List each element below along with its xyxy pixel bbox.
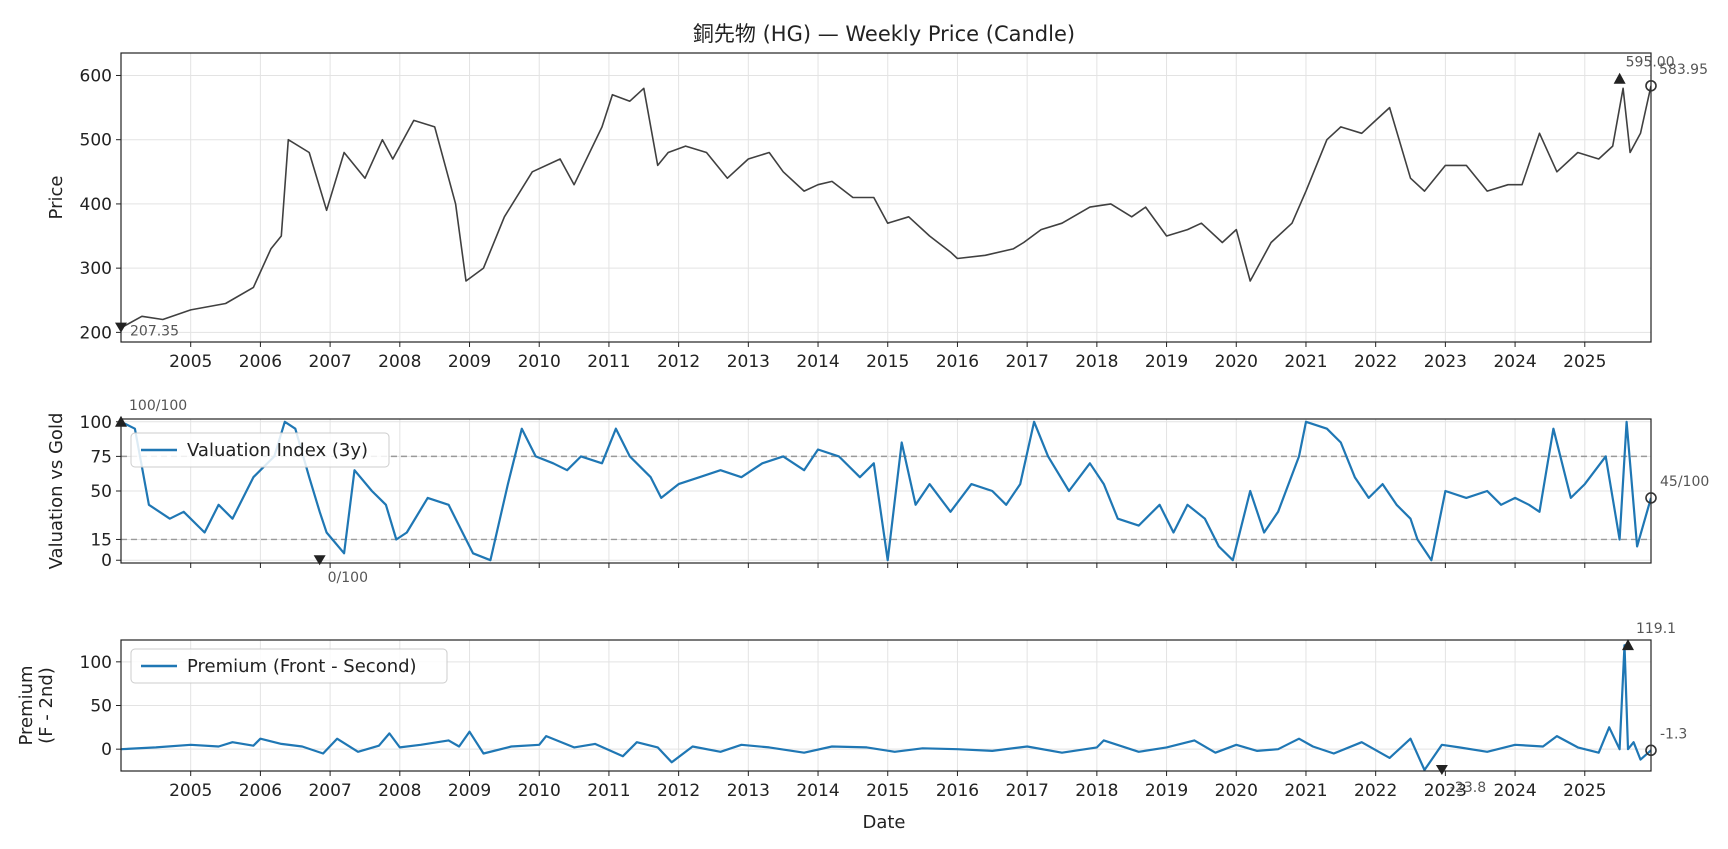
y-tick-label: 0 [101,740,112,760]
legend: Premium (Front - Second) [130,648,448,684]
plot-frame [120,52,1652,343]
x-tick-label: 2022 [1354,781,1397,801]
valuation-panel: 015 50 75 100 Valuation vs Gold 100/100 0/100 4… [46,398,1709,586]
max-marker [1621,639,1634,651]
x-tick-label: 2012 [657,352,700,372]
x-tick-label: 2007 [308,781,351,801]
y-tick-label: 100 [80,653,112,673]
series-line-1-0 [121,420,1651,562]
x-tick-label: 2008 [378,781,421,801]
x-tick-label: 2025 [1563,781,1606,801]
x-tick-label: 2017 [1006,781,1049,801]
y-tick-label: 200 [80,323,112,343]
x-tick-label: 2016 [936,352,979,372]
annotation-label: -1.3 [1660,726,1687,742]
legend-box [130,432,390,468]
x-tick-label: 2015 [866,352,909,372]
grid-lines [121,53,1651,342]
min-marker [313,555,326,566]
x-tick-label: 2011 [587,352,630,372]
x-tick-label: 2019 [1145,781,1188,801]
y-axis-label: Valuation vs Gold [46,413,67,570]
price-panel: 200 300 400 500 600 2005 2006 2007 2008 2009 2010 2… [46,52,1708,372]
last-value-marker [1645,79,1657,92]
y-tick-label: 15 [90,530,112,550]
y-tick-label: 50 [90,697,112,717]
x-tick-label: 2006 [239,781,282,801]
x-tick-label: 2010 [518,781,561,801]
annotation-label: 100/100 [129,398,187,414]
y-tick-label: 50 [90,482,112,502]
x-tick-label: 2018 [1075,781,1118,801]
y-axis-label: Premium(F - 2nd) [16,665,57,745]
annotation-label: 583.95 [1659,62,1708,78]
legend: Valuation Index (3y) [130,432,390,468]
x-tick-label: 2020 [1215,781,1258,801]
min-marker [115,322,127,333]
annotation-label: -23.8 [1450,780,1486,796]
x-tick-label: 2018 [1075,352,1118,372]
x-tick-label: 2015 [866,781,909,801]
x-tick-label: 2014 [796,781,839,801]
y-axis-label: Price [46,176,67,220]
y-tick-label: 500 [80,131,112,151]
last-value-marker [1645,744,1657,757]
x-tick-label: 2013 [727,352,770,372]
x-tick-label: 2008 [378,352,421,372]
y-tick-label: 0 [101,551,112,571]
annotation-label: 207.35 [130,324,179,340]
x-tick-label: 2019 [1145,352,1188,372]
y-tick-label: 400 [80,195,112,215]
x-tick-label: 2011 [587,781,630,801]
annotation-label: 595.00 [1626,55,1675,71]
x-axis-label: Date [862,812,905,833]
y-tick-label: 300 [80,259,112,279]
x-tick-label: 2021 [1284,781,1327,801]
x-tick-label: 2022 [1354,352,1397,372]
x-tick-label: 2017 [1006,352,1049,372]
legend-label: Valuation Index (3y) [187,440,368,461]
x-tick-label: 2020 [1215,352,1258,372]
x-tick-label: 2014 [796,352,839,372]
legend-label: Premium (Front - Second) [187,656,417,677]
x-tick-label: 2013 [727,781,770,801]
x-tick-label: 2016 [936,781,979,801]
y-tick-label: 75 [90,447,112,467]
annotation-label: 45/100 [1660,474,1709,490]
x-tick-label: 2007 [308,352,351,372]
min-marker [1435,764,1448,775]
x-tick-label: 2023 [1424,352,1467,372]
series-line-0-0 [121,85,1651,329]
x-tick-label: 2023 [1424,781,1467,801]
last-value-marker [1645,492,1657,504]
x-tick-label: 2012 [657,781,700,801]
y-tick-label: 600 [80,66,112,86]
max-marker [1613,72,1626,84]
x-tick-label: 2009 [448,781,491,801]
x-tick-label: 2006 [239,352,282,372]
x-tick-label: 2010 [518,352,561,372]
x-tick-label: 2024 [1493,781,1536,801]
series-line-2-0 [121,644,1651,771]
premium-panel: 0 50 100 2005 2006 2007 2008 2009 2010 2011 2012 20… [16,621,1687,801]
x-tick-label: 2025 [1563,352,1606,372]
max-marker [115,415,127,427]
x-tick-label: 2024 [1493,352,1536,372]
annotation-label: 119.1 [1636,621,1676,637]
x-tick-label: 2005 [169,352,212,372]
chart-title: 銅先物 (HG) — Weekly Price (Candle) [693,22,1075,46]
y-tick-label: 100 [80,413,112,433]
legend-box [130,648,448,684]
x-tick-label: 2005 [169,781,212,801]
x-tick-label: 2021 [1284,352,1327,372]
annotation-label: 0/100 [328,570,368,586]
x-tick-label: 2009 [448,352,491,372]
